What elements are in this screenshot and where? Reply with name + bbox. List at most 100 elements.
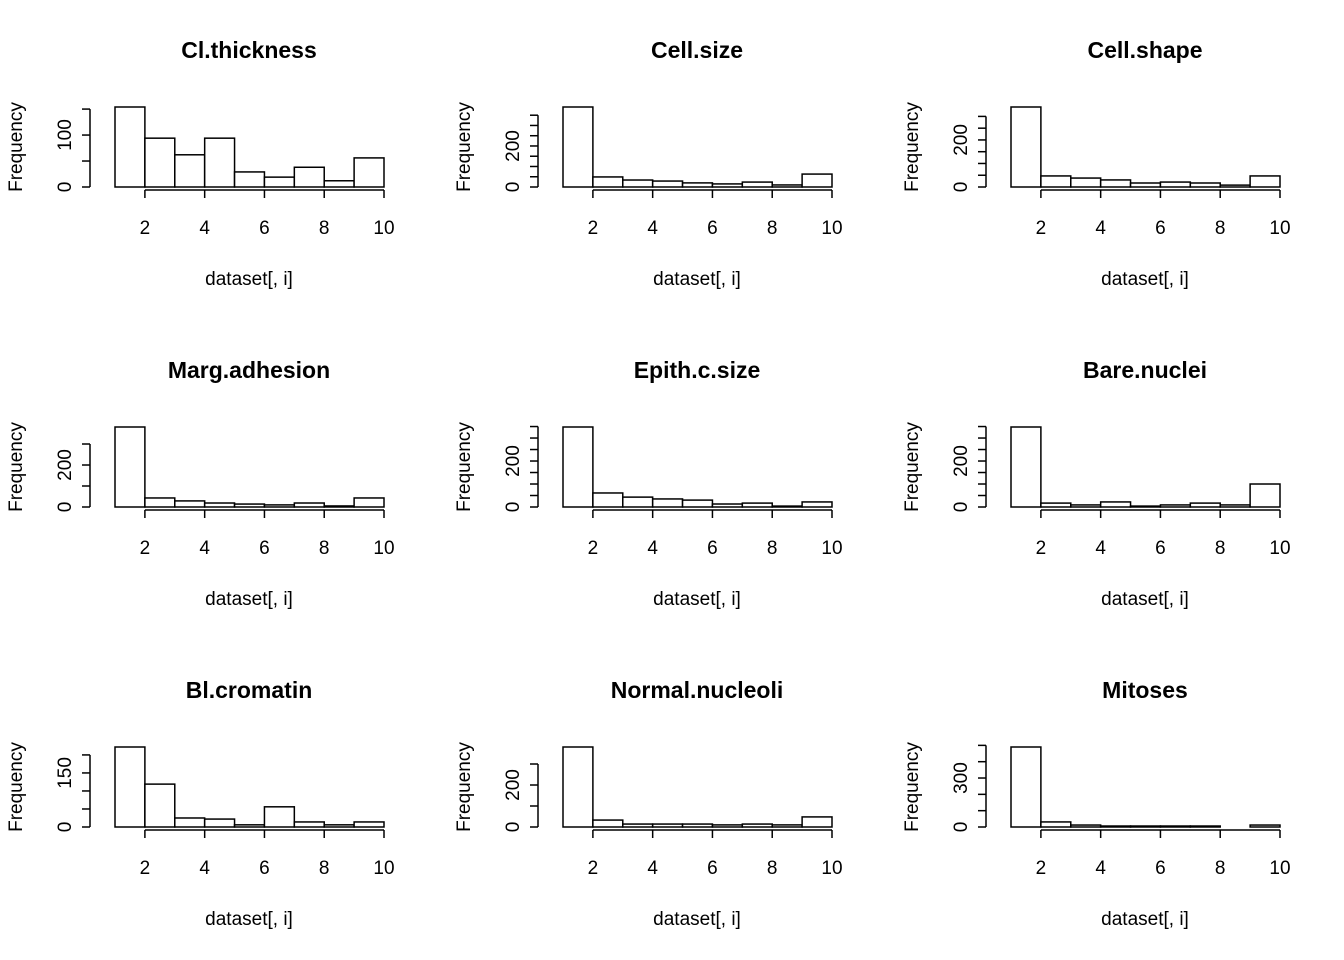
x-tick-label: 2 xyxy=(140,218,151,239)
y-axis-label: Frequency xyxy=(454,742,475,832)
x-tick-label: 8 xyxy=(767,218,778,239)
histogram-bar xyxy=(562,106,594,188)
y-tick-label: 200 xyxy=(503,769,524,801)
histogram-bar xyxy=(233,171,266,188)
histogram-bar xyxy=(263,504,296,508)
histogram-bar xyxy=(1189,182,1221,188)
y-axis-label: Frequency xyxy=(454,102,475,192)
x-tick-label: 6 xyxy=(259,538,270,559)
histogram-bar xyxy=(293,166,325,188)
x-tick-label: 2 xyxy=(1036,218,1047,239)
histogram-bar xyxy=(174,817,206,828)
x-tick-label: 6 xyxy=(1155,858,1166,879)
histogram-bar xyxy=(741,181,773,188)
y-tick-label: 100 xyxy=(55,119,76,151)
x-tick-label: 6 xyxy=(707,218,718,239)
histogram-bar xyxy=(711,183,744,188)
histogram-bar xyxy=(1189,502,1221,508)
histogram-bar xyxy=(651,823,684,828)
histogram-bar xyxy=(233,503,266,508)
x-tick-label: 4 xyxy=(647,858,658,879)
histogram-bar xyxy=(323,505,355,508)
panel-title: Epith.c.size xyxy=(634,357,761,383)
x-axis-label: dataset[, i] xyxy=(205,589,293,610)
y-tick-label: 200 xyxy=(503,130,524,162)
histogram-bar xyxy=(1010,106,1042,188)
x-tick-label: 8 xyxy=(767,538,778,559)
y-axis-label: Frequency xyxy=(902,422,923,512)
histogram-bar xyxy=(144,497,176,508)
y-axis-label: Frequency xyxy=(902,102,923,192)
y-axis-label: Frequency xyxy=(454,422,475,512)
x-tick-label: 10 xyxy=(1269,538,1290,559)
x-tick-label: 6 xyxy=(1155,538,1166,559)
histogram-bar xyxy=(622,823,654,828)
x-tick-label: 6 xyxy=(259,858,270,879)
x-tick-label: 8 xyxy=(319,218,330,239)
histogram-bar xyxy=(323,824,355,828)
x-tick-label: 4 xyxy=(1095,538,1106,559)
y-tick-label: 200 xyxy=(55,449,76,481)
x-tick-label: 4 xyxy=(199,218,210,239)
histogram-bar xyxy=(651,180,684,188)
histogram-bar xyxy=(1159,825,1192,828)
histogram-bar xyxy=(203,818,236,828)
x-tick-label: 2 xyxy=(1036,538,1047,559)
histogram-bar xyxy=(711,503,744,508)
histogram-bar xyxy=(263,176,296,188)
x-tick-label: 4 xyxy=(647,218,658,239)
histogram-bar xyxy=(323,180,355,188)
x-tick-label: 8 xyxy=(319,538,330,559)
histogram-bar xyxy=(114,106,146,188)
panel-title: Marg.adhesion xyxy=(168,357,330,383)
y-tick-label: 0 xyxy=(951,502,972,513)
histogram-bar xyxy=(203,137,236,188)
y-axis-label: Frequency xyxy=(6,422,27,512)
x-tick-label: 6 xyxy=(259,218,270,239)
x-axis-label: dataset[, i] xyxy=(1101,909,1189,930)
x-tick-label: 4 xyxy=(1095,858,1106,879)
histogram-bar xyxy=(592,819,624,828)
histogram-bar xyxy=(353,821,385,828)
y-tick-label: 0 xyxy=(503,502,524,513)
histogram-bar xyxy=(681,182,714,188)
panel-title: Cell.shape xyxy=(1087,37,1202,63)
y-tick-label: 0 xyxy=(55,182,76,193)
histogram-bar xyxy=(144,783,176,828)
histogram-bar xyxy=(1070,824,1102,828)
histogram-bar xyxy=(651,498,684,508)
histogram-bar xyxy=(741,502,773,508)
x-tick-label: 8 xyxy=(1215,858,1226,879)
histogram-bar xyxy=(1010,746,1042,828)
x-tick-label: 6 xyxy=(707,858,718,879)
histogram-bar xyxy=(1099,179,1132,188)
y-tick-label: 150 xyxy=(55,757,76,789)
histogram-bar xyxy=(1010,426,1042,508)
histogram-bar xyxy=(1040,821,1072,828)
histogram-bar xyxy=(592,176,624,188)
y-axis-label: Frequency xyxy=(6,742,27,832)
histogram-bar xyxy=(1129,182,1162,188)
panel-title: Mitoses xyxy=(1102,677,1188,703)
histogram-bar xyxy=(622,496,654,508)
histogram-bar xyxy=(1129,505,1162,508)
histogram-bar xyxy=(1099,501,1132,508)
y-tick-label: 0 xyxy=(951,822,972,833)
x-tick-label: 2 xyxy=(588,538,599,559)
panel-title: Cell.size xyxy=(651,37,743,63)
x-tick-label: 2 xyxy=(588,218,599,239)
histogram-bar xyxy=(592,492,624,508)
histogram-bar xyxy=(801,173,833,188)
x-axis-label: dataset[, i] xyxy=(205,269,293,290)
histogram-bar xyxy=(771,184,803,188)
y-tick-label: 200 xyxy=(951,445,972,477)
histogram-bar xyxy=(1249,483,1281,508)
histogram-bar xyxy=(741,823,773,828)
panel-title: Bl.cromatin xyxy=(186,677,313,703)
x-tick-label: 4 xyxy=(647,538,658,559)
x-tick-label: 8 xyxy=(1215,538,1226,559)
histogram-bar xyxy=(144,137,176,188)
histogram-bar xyxy=(353,157,385,188)
x-tick-label: 10 xyxy=(1269,858,1290,879)
